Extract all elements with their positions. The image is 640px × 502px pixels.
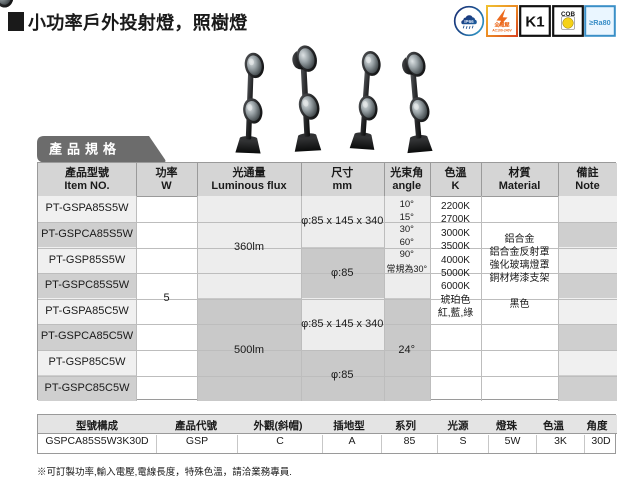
svg-text:產品規格: 產品規格 [48,142,121,157]
